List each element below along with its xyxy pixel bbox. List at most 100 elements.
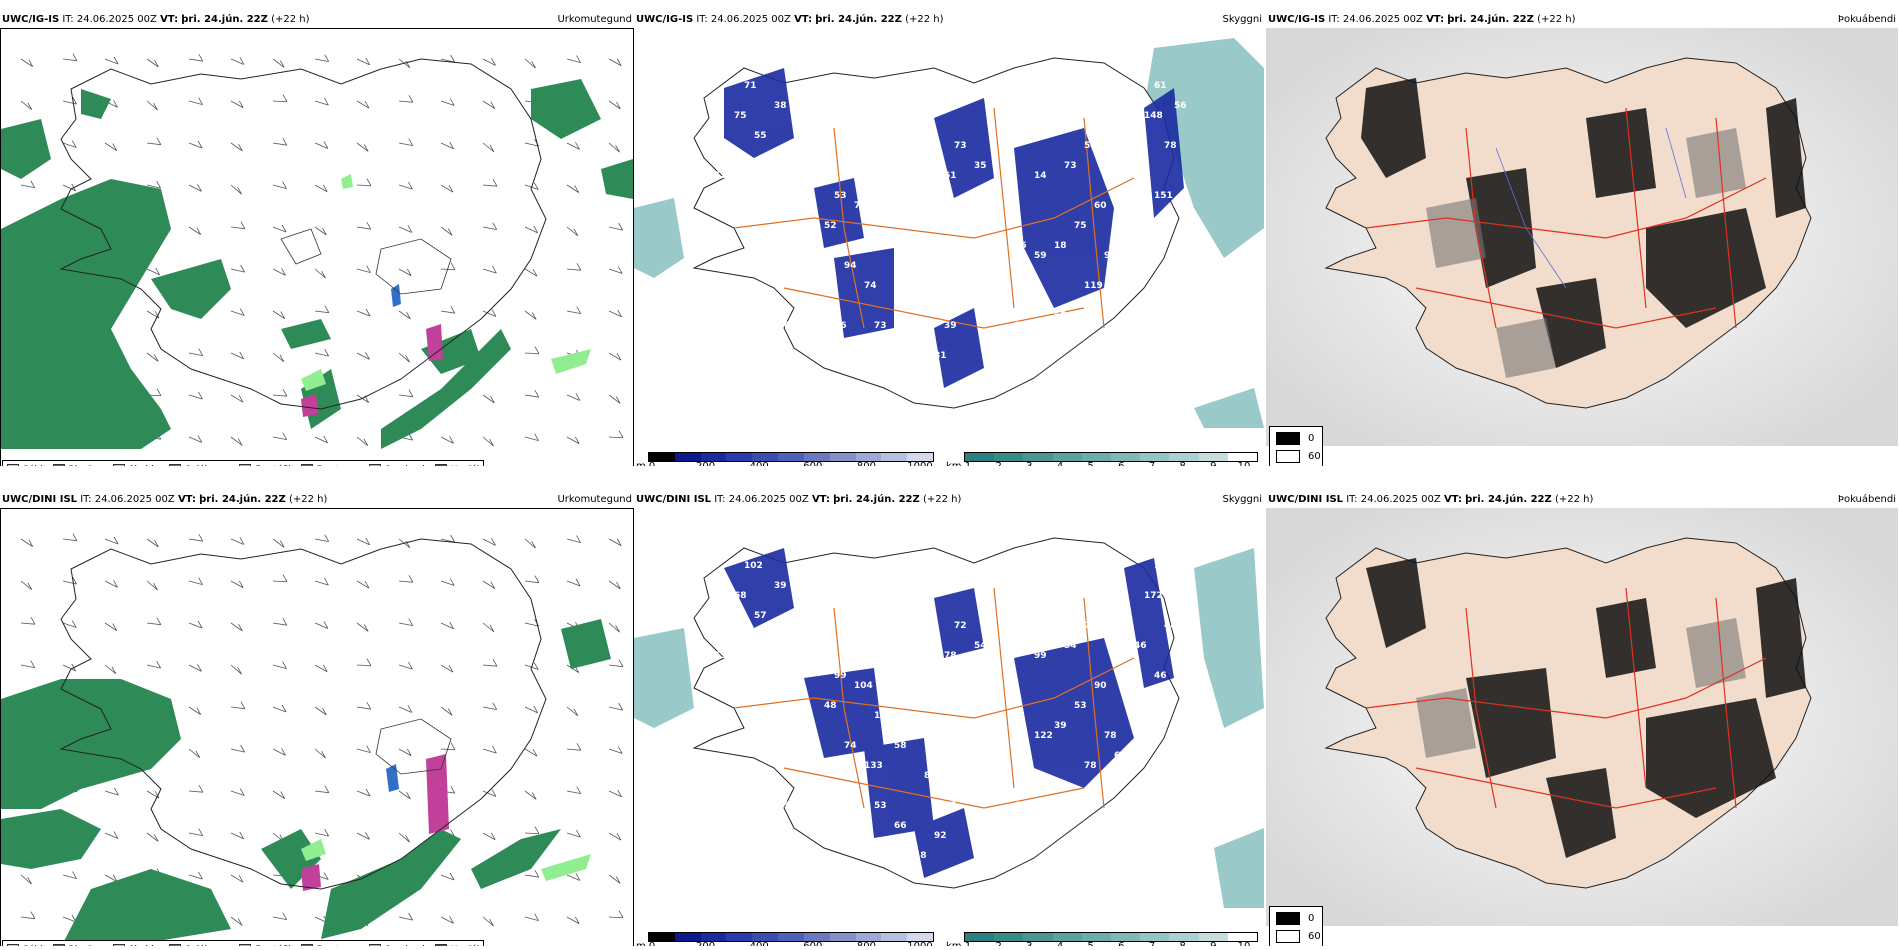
wind-barb bbox=[20, 58, 34, 67]
wind-barb bbox=[524, 268, 538, 277]
fog-legend-swatch bbox=[1276, 432, 1300, 445]
legend-swatch bbox=[169, 464, 182, 466]
wind-barb bbox=[188, 140, 203, 149]
cloud-base-label: 38 bbox=[774, 101, 787, 111]
colorbar-tick: 0 bbox=[649, 941, 655, 946]
wind-barb bbox=[398, 268, 412, 277]
cloud-base-label: 35 bbox=[974, 161, 987, 171]
legend-item: Súld bbox=[7, 944, 43, 946]
colorbar-segment bbox=[649, 453, 675, 461]
wind-barb bbox=[608, 910, 624, 919]
wind-barb bbox=[188, 664, 202, 672]
cloud-base-label: 62 bbox=[1134, 161, 1147, 171]
cloud-base-label: 77 bbox=[1134, 731, 1147, 741]
colorbar-segment bbox=[1052, 933, 1082, 941]
wind-barb bbox=[566, 393, 581, 401]
fog-panel-top: UWC/IG-IS IT: 24.06.2025 00Z VT: þri. 24… bbox=[1266, 14, 1900, 466]
wind-barb bbox=[188, 785, 204, 793]
fog-legend-swatch bbox=[1276, 930, 1300, 943]
cloud-base-label: 68 bbox=[734, 591, 747, 601]
colorbar-segment bbox=[907, 453, 933, 461]
cloud-base-label: 55 bbox=[874, 231, 887, 241]
colorbar-tick: 3 bbox=[1026, 941, 1032, 946]
colorbar-tick: 400 bbox=[750, 941, 769, 946]
cloud-base-label: 48 bbox=[824, 701, 837, 711]
wind-barb bbox=[188, 871, 203, 880]
cloud-base-label: 66 bbox=[834, 321, 847, 331]
wind-barb bbox=[398, 790, 411, 800]
wind-barb bbox=[146, 100, 158, 111]
legend-item: Súld bbox=[7, 464, 43, 466]
wind-barb bbox=[188, 97, 203, 105]
wind-barb bbox=[104, 831, 119, 839]
cloud-base-label: 94 bbox=[844, 261, 857, 271]
cloud-map: 102 39 68 57 65 40 99 104 48 15 74 133 10 85 54 79 53 66 9… bbox=[634, 508, 1264, 908]
cloud-base-label: 58 bbox=[894, 741, 907, 751]
wind-barb bbox=[62, 96, 77, 105]
cloud-base-label: 65 bbox=[1054, 311, 1067, 321]
wind-barbs bbox=[20, 533, 624, 927]
cloud-base-label: 78 bbox=[1134, 251, 1147, 261]
colorbar-tick: 800 bbox=[857, 941, 876, 946]
wind-barb bbox=[314, 141, 329, 149]
cloud-base-label: 102 bbox=[1154, 561, 1173, 571]
wind-barb bbox=[230, 351, 245, 360]
cloud-base-label: 66 bbox=[894, 821, 907, 831]
wind-barb bbox=[356, 745, 371, 753]
wind-barb bbox=[188, 533, 204, 542]
wind-barb bbox=[356, 701, 372, 710]
wind-barb bbox=[272, 310, 286, 319]
cloud-base-label: 78 bbox=[1104, 731, 1117, 741]
colorbar-tick: 8 bbox=[1179, 941, 1185, 946]
cloud-base-label: 151 bbox=[1154, 191, 1173, 201]
wind-barb bbox=[20, 180, 36, 189]
colorbar-segment bbox=[674, 453, 701, 461]
cloud-base-label: 54 bbox=[784, 801, 797, 811]
colorbar-segment bbox=[752, 453, 779, 461]
legend-label: Frostregn bbox=[317, 945, 359, 946]
wind-barb bbox=[608, 222, 623, 231]
fog-legend-label: 0 bbox=[1308, 433, 1315, 444]
cloud-base-colorbar: m0 200 400 600 800 1000 bbox=[636, 452, 936, 466]
cloud-base-label: 65 bbox=[894, 261, 907, 271]
panel-type-label: Skyggni bbox=[1222, 494, 1262, 505]
wind-barb bbox=[566, 184, 580, 193]
wind-barb bbox=[566, 436, 580, 445]
wind-barb bbox=[188, 577, 203, 585]
legend-swatch bbox=[52, 464, 65, 466]
wind-barb bbox=[272, 352, 285, 363]
fog-legend-swatch bbox=[1276, 450, 1300, 463]
cloud-base-label: 72 bbox=[954, 621, 967, 631]
wind-barb bbox=[482, 179, 498, 187]
snow-areas bbox=[301, 754, 449, 891]
wind-barb bbox=[314, 828, 329, 837]
cloud-base-label: 14 bbox=[1034, 171, 1047, 181]
rain-areas bbox=[1, 79, 633, 449]
cloud-base-label: 81 bbox=[934, 351, 947, 361]
wind-barb bbox=[188, 348, 204, 357]
legend-swatch bbox=[112, 464, 125, 466]
wind-barb bbox=[356, 537, 371, 546]
wind-barb bbox=[146, 137, 162, 146]
colorbar-segment bbox=[881, 453, 908, 461]
cloud-base-label: 04 bbox=[1014, 321, 1027, 331]
fog-legend-row: 60 bbox=[1276, 930, 1321, 943]
precip-map bbox=[0, 28, 634, 466]
wind-barb bbox=[314, 534, 330, 543]
visibility-colorbar: km1 2 3 4 5 6 7 8 9 10 bbox=[946, 932, 1260, 946]
cloud-base-label: 172 bbox=[1144, 591, 1163, 601]
cloud-base-label: 73 bbox=[944, 801, 957, 811]
legend-label: Haglél bbox=[451, 945, 480, 946]
colorbar-segment bbox=[803, 453, 830, 461]
colorbar-segment bbox=[1111, 933, 1141, 941]
wind-barb bbox=[188, 435, 203, 443]
legend-item: Frostregn bbox=[300, 464, 359, 466]
wind-barb bbox=[230, 221, 246, 230]
cloud-base-colorbar: m0 200 400 600 800 1000 bbox=[636, 932, 936, 946]
cloud-base-label: 40 bbox=[989, 661, 1002, 671]
colorbar-segment bbox=[855, 933, 882, 941]
cloud-base-label: 67 bbox=[984, 701, 997, 711]
colorbar-tick: 1 bbox=[965, 461, 971, 466]
legend-swatch bbox=[434, 944, 447, 946]
cloud-base-label: 99 bbox=[1034, 651, 1047, 661]
